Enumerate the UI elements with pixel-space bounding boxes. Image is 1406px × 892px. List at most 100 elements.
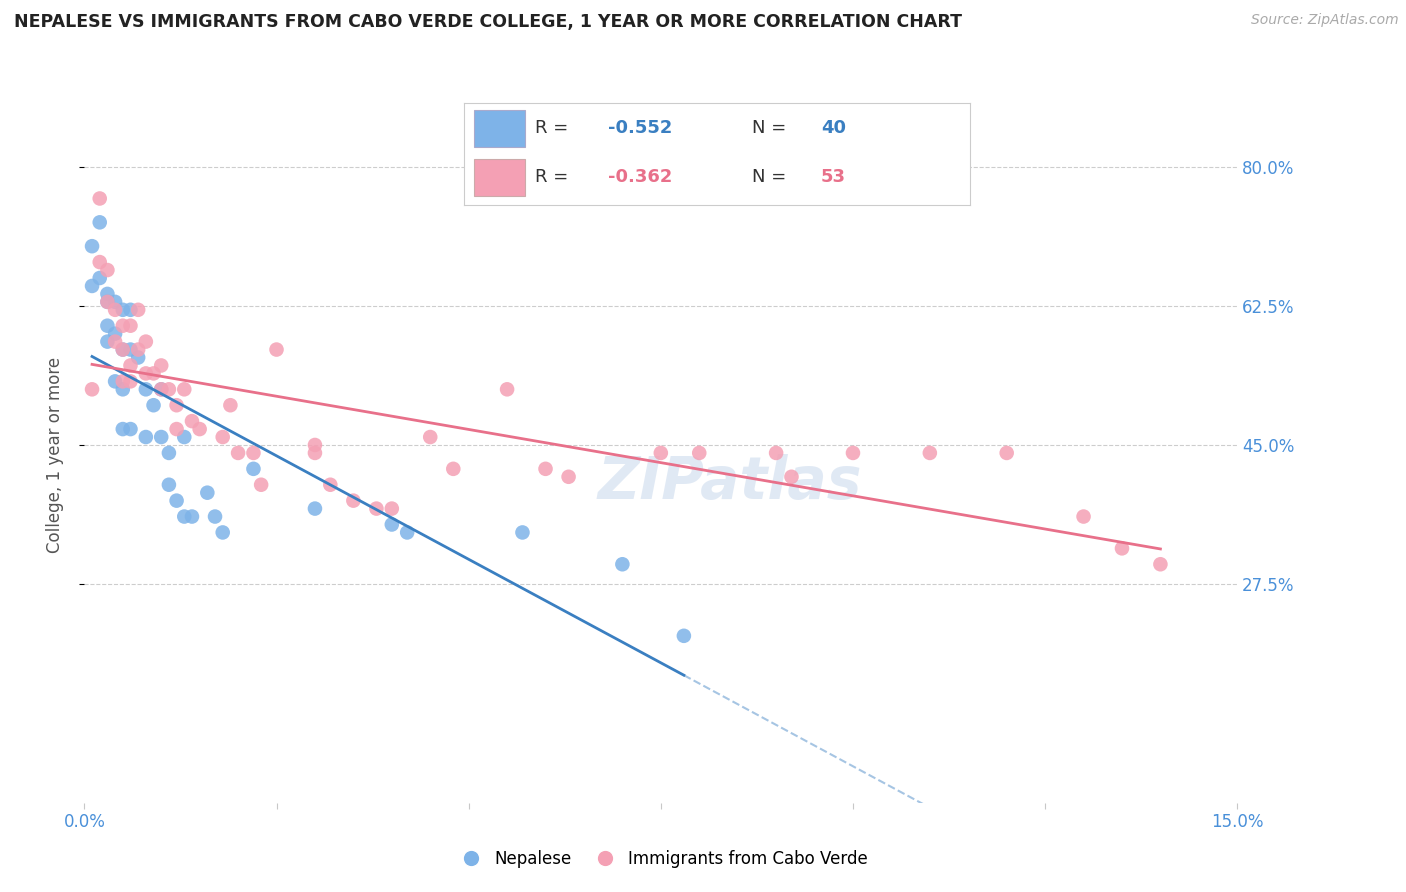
Point <box>672 629 695 643</box>
Point <box>242 462 264 476</box>
Text: 53: 53 <box>821 169 846 186</box>
Point <box>150 382 173 396</box>
Point <box>104 302 127 317</box>
Point <box>396 525 419 540</box>
Point <box>173 382 195 396</box>
Point <box>319 477 342 491</box>
Point <box>111 422 134 436</box>
Point <box>188 422 211 436</box>
Point <box>381 501 404 516</box>
Point <box>304 446 326 460</box>
Point <box>80 239 103 253</box>
Point <box>166 493 188 508</box>
Point <box>142 367 165 381</box>
Point <box>120 343 142 357</box>
Point <box>181 414 204 428</box>
Point <box>104 326 127 341</box>
Text: ZIPatlas: ZIPatlas <box>598 454 862 511</box>
Point <box>173 430 195 444</box>
Text: NEPALESE VS IMMIGRANTS FROM CABO VERDE COLLEGE, 1 YEAR OR MORE CORRELATION CHART: NEPALESE VS IMMIGRANTS FROM CABO VERDE C… <box>14 13 962 31</box>
Point <box>226 446 249 460</box>
Point <box>89 192 111 206</box>
Point <box>150 430 173 444</box>
Point <box>195 485 218 500</box>
Point <box>89 271 111 285</box>
Point <box>111 382 134 396</box>
Point <box>120 359 142 373</box>
Point <box>181 509 204 524</box>
Point <box>211 525 233 540</box>
Point <box>211 430 233 444</box>
Point <box>219 398 242 412</box>
Point <box>96 294 118 309</box>
Point <box>96 263 118 277</box>
Text: N =: N = <box>752 169 793 186</box>
Point <box>104 375 127 389</box>
Point <box>342 493 364 508</box>
Point <box>304 501 326 516</box>
Text: R =: R = <box>534 169 574 186</box>
Point <box>120 422 142 436</box>
Point <box>304 438 326 452</box>
Point <box>496 382 519 396</box>
Point <box>111 375 134 389</box>
Point <box>96 318 118 333</box>
Text: Source: ZipAtlas.com: Source: ZipAtlas.com <box>1251 13 1399 28</box>
Point <box>512 525 534 540</box>
Point <box>127 343 149 357</box>
Text: 40: 40 <box>821 120 846 137</box>
Point <box>120 302 142 317</box>
Point <box>135 430 157 444</box>
Text: R =: R = <box>534 120 574 137</box>
Point <box>111 343 134 357</box>
Y-axis label: College, 1 year or more: College, 1 year or more <box>45 357 63 553</box>
Point <box>1111 541 1133 556</box>
Text: -0.552: -0.552 <box>609 120 672 137</box>
Point <box>120 375 142 389</box>
Point <box>1149 558 1171 572</box>
Point <box>104 334 127 349</box>
Point <box>120 318 142 333</box>
Legend: Nepalese, Immigrants from Cabo Verde: Nepalese, Immigrants from Cabo Verde <box>447 843 875 874</box>
Point <box>150 359 173 373</box>
Point <box>650 446 672 460</box>
Point <box>96 286 118 301</box>
Point <box>135 334 157 349</box>
Point <box>135 382 157 396</box>
Bar <box>474 110 524 146</box>
Point <box>918 446 941 460</box>
Point <box>1073 509 1095 524</box>
Point <box>150 382 173 396</box>
Point <box>96 334 118 349</box>
Point <box>80 279 103 293</box>
Point <box>995 446 1018 460</box>
Point <box>111 302 134 317</box>
Point <box>135 367 157 381</box>
Point <box>89 215 111 229</box>
Point <box>612 558 634 572</box>
Text: -0.362: -0.362 <box>609 169 672 186</box>
Point <box>142 398 165 412</box>
Point <box>111 343 134 357</box>
Point <box>419 430 441 444</box>
Point <box>266 343 288 357</box>
Point <box>765 446 787 460</box>
Text: N =: N = <box>752 120 793 137</box>
Point <box>96 294 118 309</box>
Point <box>157 382 180 396</box>
Point <box>89 255 111 269</box>
Point <box>557 470 579 484</box>
Point <box>104 294 127 309</box>
Point <box>780 470 803 484</box>
Point <box>127 302 149 317</box>
Point <box>111 318 134 333</box>
Point <box>127 351 149 365</box>
Point <box>441 462 464 476</box>
Point <box>842 446 865 460</box>
Bar <box>474 159 524 196</box>
Point <box>80 382 103 396</box>
Point <box>242 446 264 460</box>
Point <box>157 446 180 460</box>
Point <box>173 509 195 524</box>
Point <box>250 477 273 491</box>
